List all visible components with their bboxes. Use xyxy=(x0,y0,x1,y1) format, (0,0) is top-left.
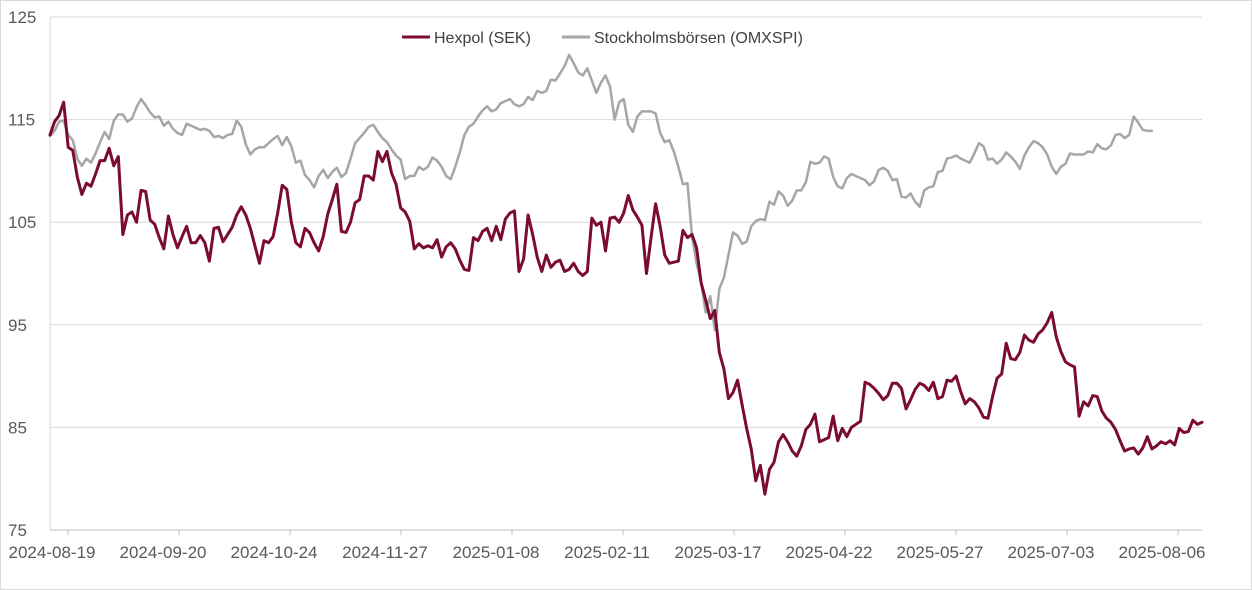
y-axis: 75 85 95 105 115 125 xyxy=(8,8,51,540)
y-tick-label: 95 xyxy=(8,316,27,335)
legend-label: Hexpol (SEK) xyxy=(434,30,531,47)
y-tick-label: 115 xyxy=(8,111,35,130)
x-tick-label: 2025-02-11 xyxy=(564,543,650,562)
legend-label: Stockholmsbörsen (OMXSPI) xyxy=(594,30,803,47)
x-tick-label: 2024-10-24 xyxy=(231,543,318,562)
x-axis: 2024-08-19 2024-09-20 2024-10-24 2024-11-27… xyxy=(9,529,1206,562)
x-tick-label: 2024-11-27 xyxy=(342,543,428,562)
legend: Hexpol (SEK) Stockholmsbörsen (OMXSPI) xyxy=(402,30,803,47)
x-tick-label: 2024-08-19 xyxy=(9,543,96,562)
y-tick-label: 105 xyxy=(8,213,36,232)
x-tick-label: 2025-05-27 xyxy=(897,543,984,562)
y-tick-label: 85 xyxy=(8,418,27,437)
series-line-omxspi xyxy=(48,53,1154,332)
x-tick-label: 2025-01-08 xyxy=(453,543,540,562)
series-lines xyxy=(48,53,1204,496)
y-tick-label: 125 xyxy=(8,8,36,27)
x-tick-label: 2025-07-03 xyxy=(1008,543,1095,562)
x-tick-label: 2025-08-06 xyxy=(1119,543,1206,562)
y-tick-label: 75 xyxy=(8,521,27,540)
legend-item-omxspi: Stockholmsbörsen (OMXSPI) xyxy=(562,30,803,47)
x-tick-label: 2024-09-20 xyxy=(120,543,207,562)
gridlines xyxy=(50,16,1202,531)
x-tick-label: 2025-04-22 xyxy=(786,543,873,562)
legend-item-hexpol: Hexpol (SEK) xyxy=(402,30,531,47)
x-tick-label: 2025-03-17 xyxy=(675,543,762,562)
series-line-hexpol xyxy=(48,100,1204,496)
